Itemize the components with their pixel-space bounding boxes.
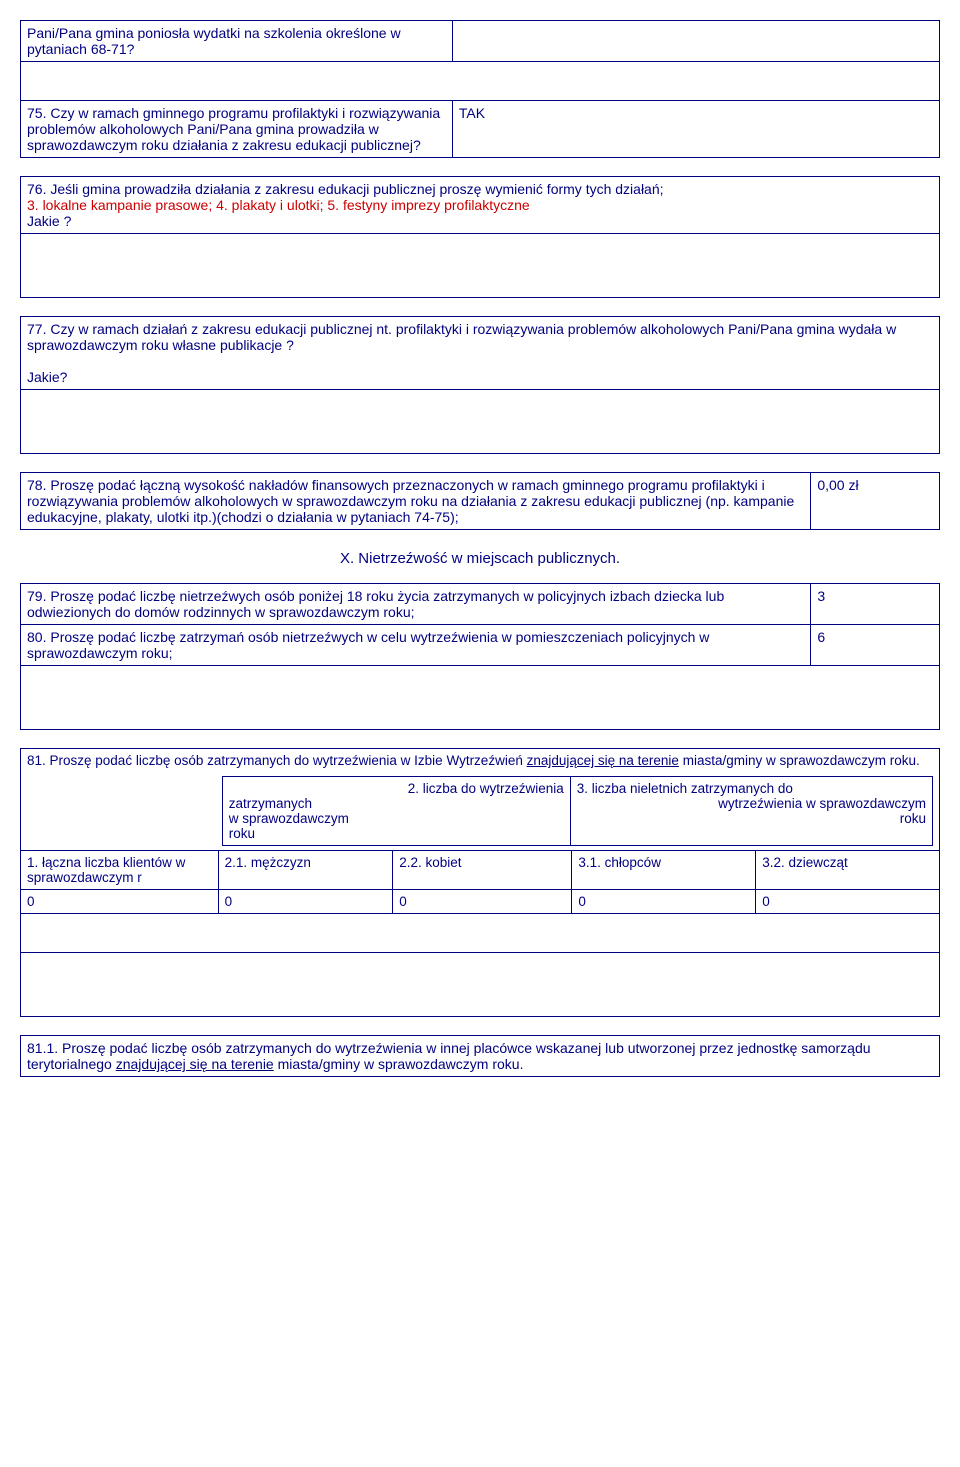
spacer	[21, 914, 940, 953]
q78-value: 0,00 zł	[811, 473, 940, 530]
q81-row1-label: 1. łączna liczba klientów w sprawozdawcz…	[21, 851, 219, 890]
q81-col3-head: 3. liczba nieletnich zatrzymanych do wyt…	[570, 777, 932, 846]
q81-col3-b: wytrzeźwienia w sprawozdawczym	[718, 796, 926, 811]
block-q81-1: 81.1. Proszę podać liczbę osób zatrzyman…	[20, 1035, 940, 1077]
q81-v31: 0	[572, 890, 756, 914]
q77-answer-area	[21, 390, 940, 454]
q76-options: 3. lokalne kampanie prasowe; 4. plakaty …	[27, 197, 530, 213]
q81-gap: 2. liczba do wytrzeźwienia zatrzymanych …	[21, 772, 940, 851]
q81-intro-a: 81. Proszę podać liczbę osób zatrzymanyc…	[27, 753, 527, 768]
q80-value: 6	[811, 625, 940, 666]
q81-v32: 0	[756, 890, 940, 914]
q81-col2-c: w sprawozdawczym	[229, 811, 564, 826]
q75-text: 75. Czy w ramach gminnego programu profi…	[21, 101, 453, 158]
q76-answer-area	[21, 234, 940, 298]
q81-v1: 0	[21, 890, 219, 914]
q81-1-b: miasta/gminy w sprawozdawczym roku.	[274, 1056, 524, 1072]
block-q74-q75: Pani/Pana gmina poniosła wydatki na szko…	[20, 20, 940, 158]
q81-col3-c: roku	[900, 811, 926, 826]
q74-text: Pani/Pana gmina poniosła wydatki na szko…	[21, 21, 453, 62]
q81-col2-b: zatrzymanych	[229, 796, 564, 811]
q81-col2-head: 2. liczba do wytrzeźwienia zatrzymanych …	[222, 777, 570, 846]
spacer	[21, 62, 940, 101]
q77-text: 77. Czy w ramach działań z zakresu eduka…	[27, 321, 896, 353]
q81-col2-a: 2. liczba do wytrzeźwienia	[408, 781, 564, 796]
q81-h22: 2.2. kobiet	[393, 851, 572, 890]
q81-intro-b: miasta/gminy w sprawozdawczym roku.	[679, 753, 920, 768]
q78-text: 78. Proszę podać łączną wysokość nakładó…	[21, 473, 811, 530]
q81-1-text: 81.1. Proszę podać liczbę osób zatrzyman…	[21, 1036, 940, 1077]
q81-intro: 81. Proszę podać liczbę osób zatrzymanyc…	[21, 749, 940, 773]
block-q81: 81. Proszę podać liczbę osób zatrzymanyc…	[20, 748, 940, 1017]
q81-col3-a: 3. liczba nieletnich zatrzymanych do	[577, 781, 926, 796]
q76-cell: 76. Jeśli gmina prowadziła działania z z…	[21, 177, 940, 234]
q74-answer	[452, 21, 939, 62]
q81-header-inner: 2. liczba do wytrzeźwienia zatrzymanych …	[222, 776, 933, 846]
q81-v22: 0	[393, 890, 572, 914]
q81-intro-underline: znajdującej się na terenie	[527, 753, 679, 768]
block-q77: 77. Czy w ramach działań z zakresu eduka…	[20, 316, 940, 454]
q81-v21: 0	[218, 890, 393, 914]
spacer	[21, 666, 940, 730]
block-q79-q80: 79. Proszę podać liczbę nietrzeźwych osó…	[20, 583, 940, 730]
block-q78: 78. Proszę podać łączną wysokość nakładó…	[20, 472, 940, 530]
q77-jakie: Jakie?	[27, 369, 67, 385]
block-q76: 76. Jeśli gmina prowadziła działania z z…	[20, 176, 940, 298]
section-x-title: X. Nietrzeźwość w miejscach publicznych.	[20, 550, 940, 567]
q81-1-u: znajdującej się na terenie	[116, 1056, 274, 1072]
q79-value: 3	[811, 584, 940, 625]
q81-col2-d: roku	[229, 826, 564, 841]
q79-text: 79. Proszę podać liczbę nietrzeźwych osó…	[21, 584, 811, 625]
q75-answer: TAK	[452, 101, 939, 158]
q76-jakie: Jakie ?	[27, 213, 71, 229]
q76-text: 76. Jeśli gmina prowadziła działania z z…	[27, 181, 664, 197]
q81-h32: 3.2. dziewcząt	[756, 851, 940, 890]
q77-cell: 77. Czy w ramach działań z zakresu eduka…	[21, 317, 940, 390]
spacer	[21, 953, 940, 1017]
q80-text: 80. Proszę podać liczbę zatrzymań osób n…	[21, 625, 811, 666]
q81-h31: 3.1. chłopców	[572, 851, 756, 890]
q81-h21: 2.1. mężczyzn	[218, 851, 393, 890]
